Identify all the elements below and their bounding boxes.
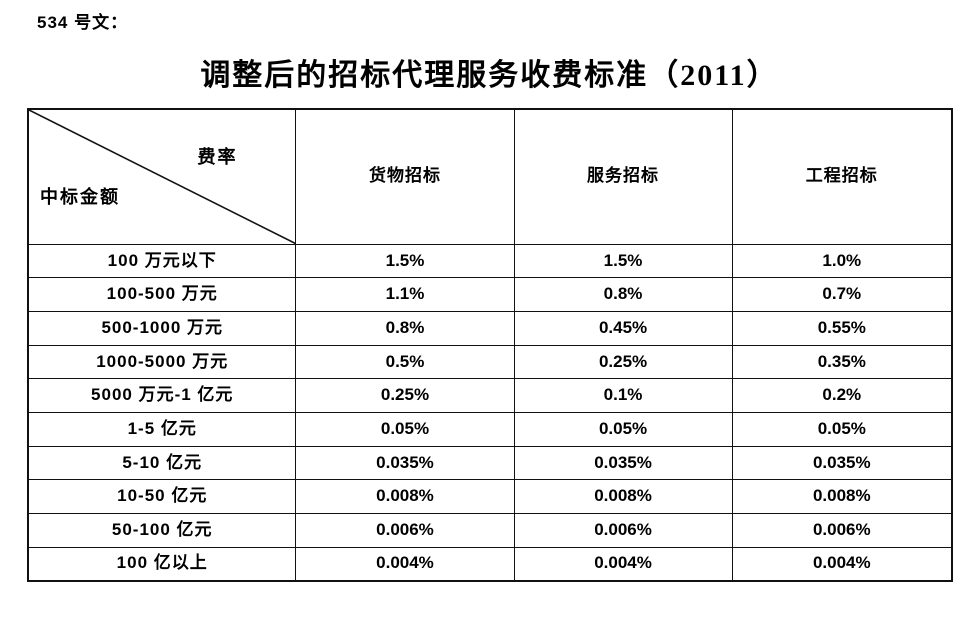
goods-rate: 0.5% <box>295 344 515 380</box>
doc-number: 534 号文： <box>37 13 129 32</box>
table-row: 1000-5000 万元 0.5% 0.25% 0.35% <box>27 344 953 380</box>
page-title: 调整后的招标代理服务收费标准（2011） <box>200 59 779 92</box>
service-rate: 0.008% <box>513 479 733 514</box>
engineering-rate: 0.006% <box>731 513 953 548</box>
engineering-rate: 0.55% <box>731 310 953 346</box>
diagonal-header-cell: 费率 中标金额 <box>27 108 297 245</box>
service-rate: 1.5% <box>513 243 733 279</box>
table-row: 100-500 万元 1.1% 0.8% 0.7% <box>27 277 953 312</box>
goods-rate: 1.5% <box>295 243 515 279</box>
table-row: 1-5 亿元 0.05% 0.05% 0.05% <box>27 411 953 447</box>
column-header-service: 服务招标 <box>513 108 733 245</box>
engineering-rate: 0.008% <box>731 479 953 514</box>
goods-rate: 0.004% <box>295 546 515 582</box>
service-rate: 0.035% <box>513 445 733 481</box>
service-rate: 0.05% <box>513 411 733 447</box>
goods-rate: 0.035% <box>295 445 515 481</box>
header-rate-label: 费率 <box>197 147 238 167</box>
amount-label: 5-10 亿元 <box>27 445 297 481</box>
amount-label: 100 万元以下 <box>27 243 297 279</box>
table-row: 5-10 亿元 0.035% 0.035% 0.035% <box>27 445 953 481</box>
service-rate: 0.8% <box>513 277 733 312</box>
service-rate: 0.006% <box>513 513 733 548</box>
amount-label: 1000-5000 万元 <box>27 344 297 380</box>
goods-rate: 0.05% <box>295 411 515 447</box>
goods-rate: 0.008% <box>295 479 515 514</box>
service-rate: 0.25% <box>513 344 733 380</box>
goods-rate: 0.25% <box>295 378 515 413</box>
table-row: 100 万元以下 1.5% 1.5% 1.0% <box>27 243 953 279</box>
engineering-rate: 0.05% <box>731 411 953 447</box>
table-row: 50-100 亿元 0.006% 0.006% 0.006% <box>27 513 953 548</box>
amount-label: 10-50 亿元 <box>27 479 297 514</box>
service-rate: 0.004% <box>513 546 733 582</box>
amount-label: 500-1000 万元 <box>27 310 297 346</box>
goods-rate: 0.006% <box>295 513 515 548</box>
engineering-rate: 0.035% <box>731 445 953 481</box>
engineering-rate: 0.2% <box>731 378 953 413</box>
table-row: 500-1000 万元 0.8% 0.45% 0.55% <box>27 310 953 346</box>
engineering-rate: 0.7% <box>731 277 953 312</box>
table-row: 100 亿以上 0.004% 0.004% 0.004% <box>27 546 953 582</box>
amount-label: 100 亿以上 <box>27 546 297 582</box>
header-amount-label: 中标金额 <box>40 186 120 207</box>
goods-rate: 0.8% <box>295 310 515 346</box>
table-row: 5000 万元-1 亿元 0.25% 0.1% 0.2% <box>27 378 953 413</box>
diagonal-divider-line <box>29 110 295 244</box>
table-row: 10-50 亿元 0.008% 0.008% 0.008% <box>27 479 953 514</box>
engineering-rate: 1.0% <box>731 243 953 279</box>
goods-rate: 1.1% <box>295 277 515 312</box>
column-header-engineering: 工程招标 <box>731 108 953 245</box>
table-header-row: 费率 中标金额 货物招标 服务招标 工程招标 <box>27 108 953 245</box>
service-rate: 0.1% <box>513 378 733 413</box>
amount-label: 1-5 亿元 <box>27 411 297 447</box>
column-header-goods: 货物招标 <box>295 108 515 245</box>
amount-label: 50-100 亿元 <box>27 513 297 548</box>
service-rate: 0.45% <box>513 310 733 346</box>
fee-standard-table: 费率 中标金额 货物招标 服务招标 工程招标 100 万元以下 1.5% 1.5… <box>27 108 953 582</box>
engineering-rate: 0.35% <box>731 344 953 380</box>
engineering-rate: 0.004% <box>731 546 953 582</box>
amount-label: 5000 万元-1 亿元 <box>27 378 297 413</box>
amount-label: 100-500 万元 <box>27 277 297 312</box>
